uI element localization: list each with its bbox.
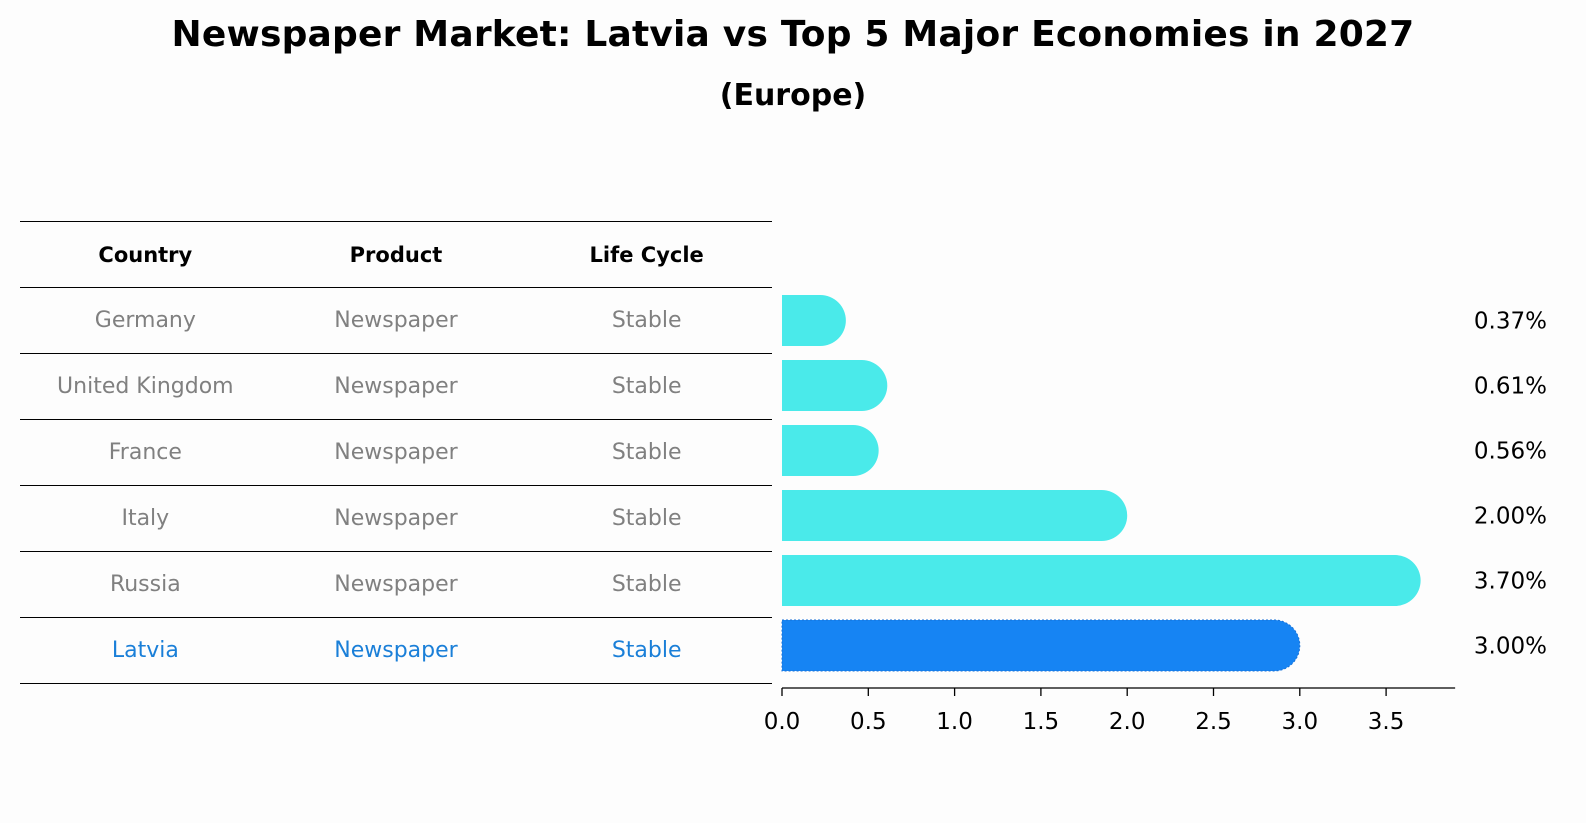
bar-france [782,425,879,476]
cell-product: Newspaper [270,485,522,552]
cell-country: Italy [20,485,271,552]
cell-product: Newspaper [270,551,522,618]
cell-life-cycle: Stable [521,419,772,486]
cell-country: France [20,419,271,486]
cell-country: United Kingdom [20,353,271,420]
bar-latvia [781,619,1301,672]
cell-product: Newspaper [270,353,522,420]
x-tick-label: 2.5 [1195,709,1232,735]
table-row: Germany Newspaper Stable [20,287,772,354]
column-header-country: Country [20,221,271,288]
table-header-row: Country Product Life Cycle [20,221,772,288]
x-tick-label: 1.0 [936,709,973,735]
cell-life-cycle: Stable [521,287,772,354]
bar-germany [782,295,846,346]
x-tick-label: 0.5 [850,709,887,735]
cell-country: Germany [20,287,271,354]
x-tick-label: 2.0 [1109,709,1146,735]
cell-life-cycle: Stable [521,353,772,420]
data-label: 0.61% [1474,374,1547,400]
column-header-life-cycle: Life Cycle [521,221,772,288]
table-row: Italy Newspaper Stable [20,485,772,552]
cell-product: Newspaper [270,617,522,684]
x-tick-label: 0.0 [764,709,801,735]
chart-subtitle: (Europe) [719,78,867,113]
cell-life-cycle: Stable [521,485,772,552]
data-label: 2.00% [1474,504,1547,530]
data-label: 3.70% [1474,569,1547,595]
table-row-highlighted: Latvia Newspaper Stable [20,617,772,684]
chart-title: Newspaper Market: Latvia vs Top 5 Major … [171,14,1415,55]
x-tick-label: 3.5 [1368,709,1405,735]
cell-life-cycle: Stable [521,617,772,684]
table-row: United Kingdom Newspaper Stable [20,353,772,420]
table-row: France Newspaper Stable [20,419,772,486]
cell-country: Russia [20,551,271,618]
x-tick-label: 3.0 [1282,709,1319,735]
data-label: 3.00% [1474,634,1547,660]
data-label: 0.37% [1474,309,1547,335]
x-tick-label: 1.5 [1023,709,1060,735]
cell-product: Newspaper [270,419,522,486]
cell-country: Latvia [20,617,271,684]
data-table: Country Product Life Cycle Germany Newsp… [20,221,772,684]
column-header-product: Product [270,221,522,288]
data-label: 0.56% [1474,439,1547,465]
table-row: Russia Newspaper Stable [20,551,772,618]
cell-product: Newspaper [270,287,522,354]
bar-italy [782,490,1128,541]
bar-united-kingdom [782,360,888,411]
cell-life-cycle: Stable [521,551,772,618]
bar-russia [782,555,1421,606]
